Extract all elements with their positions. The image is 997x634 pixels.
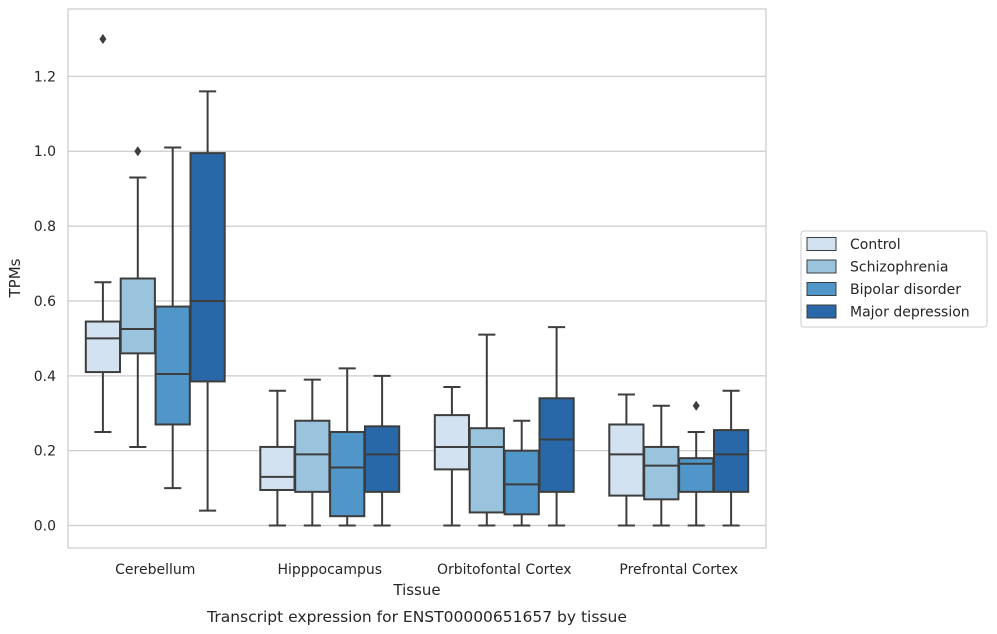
plot-area: [84, 33, 750, 527]
x-axis-ticks: Cerebellum Hipppocampus Orbitofontal Corte…: [115, 562, 738, 578]
legend-frame: [800, 230, 988, 328]
plot-frame: [67, 8, 767, 549]
legend-swatch: [806, 237, 837, 251]
x-tick-label: Hipppocampus: [277, 562, 382, 578]
box: [503, 449, 540, 516]
box-group: [712, 389, 750, 527]
x-axis-title: Tissue: [392, 581, 440, 599]
legend-label: Schizophrenia: [850, 260, 948, 276]
box-group: [538, 326, 575, 527]
box: [154, 305, 191, 426]
legend-swatch: [806, 259, 837, 274]
box: [119, 277, 156, 355]
box-group: [503, 419, 540, 527]
box: [363, 425, 401, 493]
box: [608, 423, 645, 497]
box: [259, 445, 296, 491]
box: [712, 429, 750, 493]
box-group: [363, 374, 401, 527]
y-tick-label: 0.0: [34, 519, 56, 535]
outlier-marker: [134, 146, 142, 157]
box: [643, 445, 680, 501]
x-tick-label: Orbitofontal Cortex: [437, 562, 572, 578]
legend-label: Bipolar disorder: [850, 282, 961, 298]
y-tick-label: 0.6: [34, 294, 56, 310]
box-group: [294, 378, 331, 527]
box-group: [608, 393, 645, 527]
x-tick-label: Cerebellum: [115, 562, 195, 578]
outlier-marker: [692, 400, 700, 411]
box-group: [433, 386, 471, 527]
y-tick-label: 0.8: [34, 219, 56, 235]
box-group: [189, 90, 226, 512]
box: [329, 430, 366, 518]
legend: Control Schizophrenia Bipolar disorder Majo…: [800, 230, 988, 328]
legend-label: Major depression: [850, 305, 970, 321]
y-axis-ticks: 0.0 0.2 0.4 0.6 0.8 1.0 1.2: [34, 69, 56, 534]
legend-swatch: [806, 282, 837, 296]
x-tick-label: Prefrontal Cortex: [619, 562, 738, 578]
y-axis-title: TPMs: [6, 258, 24, 298]
box-group: [259, 389, 296, 527]
box: [433, 414, 471, 471]
y-tick-label: 0.4: [34, 369, 56, 385]
chart-caption: Transcript expression for ENST0000065165…: [206, 608, 627, 626]
box-group: [119, 146, 156, 448]
y-tick-label: 1.0: [34, 144, 56, 160]
box-group: [643, 404, 680, 527]
box-group: [678, 400, 715, 527]
box-group: [84, 33, 122, 433]
box-group: [154, 146, 191, 490]
box: [84, 320, 122, 374]
box-group: [329, 367, 366, 527]
box: [189, 152, 226, 383]
legend-label: Control: [850, 237, 901, 253]
box: [294, 419, 331, 493]
y-tick-label: 0.2: [34, 444, 56, 460]
legend-swatch: [806, 304, 837, 319]
outlier-marker: [99, 33, 107, 44]
box-group: [468, 333, 505, 527]
y-tick-label: 1.2: [34, 69, 56, 85]
box: [468, 427, 505, 514]
box: [538, 397, 575, 493]
